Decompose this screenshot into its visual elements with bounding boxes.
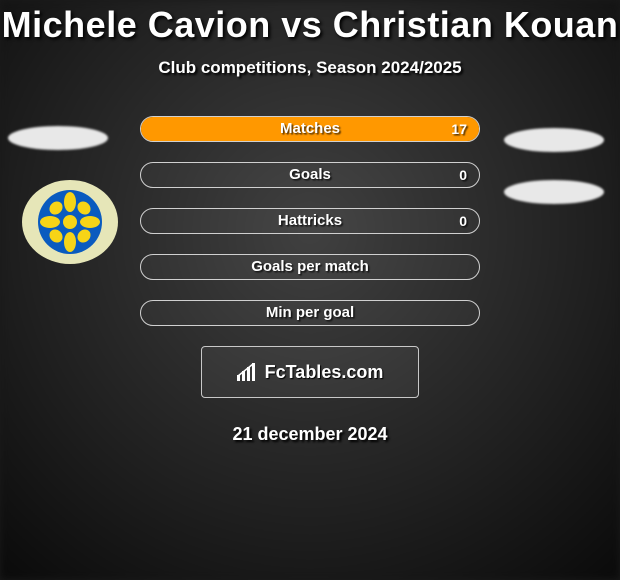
page-subtitle: Club competitions, Season 2024/2025 (0, 58, 620, 78)
content-area: Michele Cavion vs Christian Kouan Club c… (0, 0, 620, 580)
bar-chart-icon (237, 363, 259, 381)
stat-value-right: 17 (451, 117, 467, 141)
stat-label: Goals per match (141, 255, 479, 279)
player-right-badge-1 (504, 128, 604, 152)
brand-name: FcTables.com (265, 362, 384, 383)
stat-value-right: 0 (459, 163, 467, 187)
stat-label: Hattricks (141, 209, 479, 233)
stat-label: Goals (141, 163, 479, 187)
stat-row-matches: Matches 17 (140, 116, 480, 142)
club-crest-icon (20, 178, 120, 266)
stat-row-goals-per-match: Goals per match (140, 254, 480, 280)
stat-rows: Matches 17 Goals 0 Hattricks 0 Goals per… (140, 116, 480, 326)
brand-badge[interactable]: FcTables.com (201, 346, 419, 398)
page-title: Michele Cavion vs Christian Kouan (0, 4, 620, 46)
stat-label: Matches (141, 117, 479, 141)
stat-value-right: 0 (459, 209, 467, 233)
player-right-badge-2 (504, 180, 604, 204)
stat-row-min-per-goal: Min per goal (140, 300, 480, 326)
date-text: 21 december 2024 (0, 424, 620, 445)
crest-svg (20, 178, 120, 266)
stat-row-hattricks: Hattricks 0 (140, 208, 480, 234)
player-left-badge (8, 126, 108, 150)
stat-row-goals: Goals 0 (140, 162, 480, 188)
stat-label: Min per goal (141, 301, 479, 325)
brand-content: FcTables.com (237, 362, 384, 383)
